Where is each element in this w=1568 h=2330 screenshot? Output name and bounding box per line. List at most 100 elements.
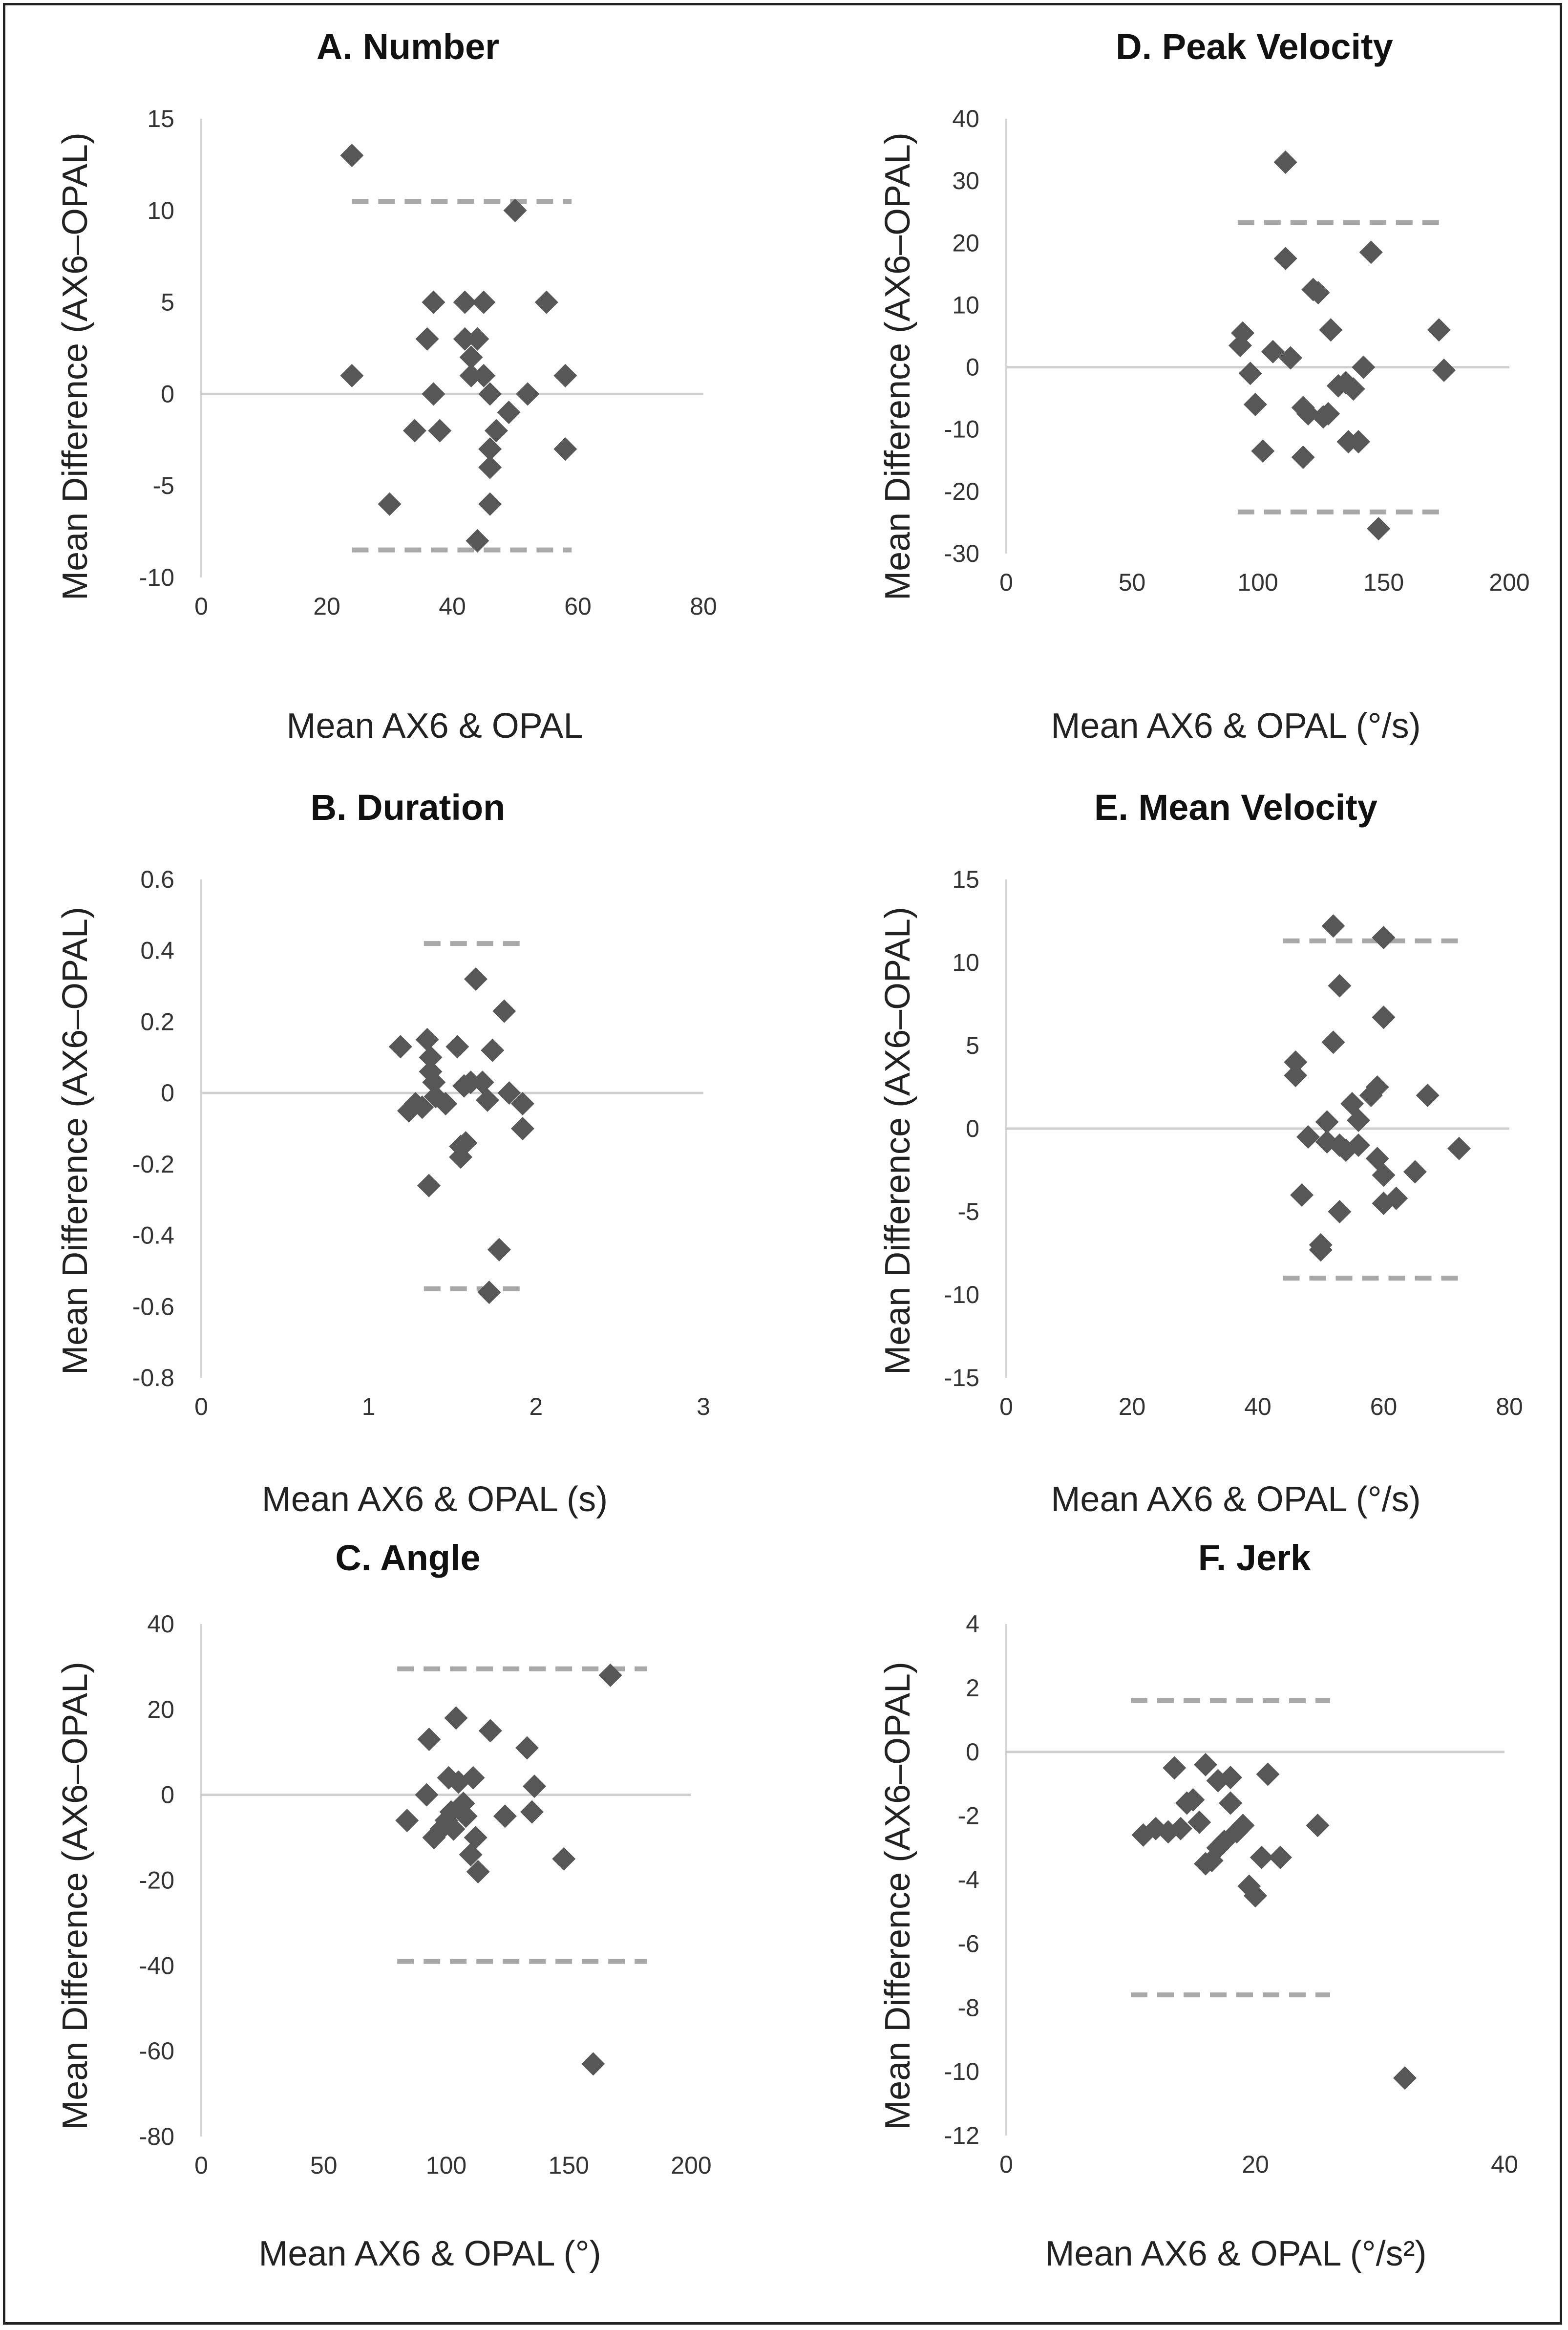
panel-a-data-point xyxy=(503,198,527,222)
panel-a-y-tick-label: 5 xyxy=(161,289,174,316)
panel-b-ylabel: Mean Difference (AX6–OPAL) xyxy=(56,907,95,1375)
panel-b-y-tick-label: -0.4 xyxy=(132,1222,174,1249)
panel-e-y-tick-label: -15 xyxy=(944,1364,979,1391)
panel-f-data-point xyxy=(1219,1791,1242,1815)
panel-a-data-point xyxy=(472,290,496,314)
panel-c-data-point xyxy=(442,1817,466,1841)
panel-d-data-point xyxy=(1238,362,1262,385)
panel-e-data-point xyxy=(1416,1084,1440,1107)
panel-a-y-tick-label: -10 xyxy=(139,564,174,591)
panel-c-data-point xyxy=(461,1766,485,1790)
panel-d-data-point xyxy=(1352,355,1376,379)
panel-b-data-point xyxy=(477,1281,501,1304)
panel-b-x-tick-label: 2 xyxy=(529,1393,543,1420)
panel-d-x-tick-label: 100 xyxy=(1237,569,1278,596)
panel-b-x-tick-label: 0 xyxy=(194,1393,208,1420)
panel-c-y-tick-label: -60 xyxy=(139,2037,174,2065)
panel-e-data-point xyxy=(1403,1160,1427,1184)
panel-c-y-tick-label: 0 xyxy=(161,1781,174,1809)
panel-e-data-point xyxy=(1447,1136,1471,1160)
panel-b-data-point xyxy=(510,1092,534,1115)
panel-e-y-tick-label: 0 xyxy=(966,1115,979,1142)
panel-b-data-point xyxy=(422,1070,446,1094)
panel-f-title: F. Jerk xyxy=(1198,1538,1311,1578)
panel-e-data-point xyxy=(1372,926,1396,949)
panel-f-x-tick-label: 20 xyxy=(1242,2151,1269,2178)
panel-b-data-point xyxy=(445,1035,469,1059)
panel-f-data-point xyxy=(1256,1762,1280,1786)
panel-d-y-tick-label: -30 xyxy=(944,540,979,567)
panel-c-data-point xyxy=(464,1826,487,1850)
panel-f-data-point xyxy=(1250,1845,1273,1869)
panel-d-data-point xyxy=(1243,392,1267,416)
panel-e-data-point xyxy=(1347,1133,1370,1157)
panel-d-y-tick-label: 0 xyxy=(966,354,979,381)
panel-e-data-point xyxy=(1309,1233,1333,1257)
panel-c-data-point xyxy=(552,1847,576,1871)
panel-d-xlabel: Mean AX6 & OPAL (°/s) xyxy=(1051,706,1420,746)
panel-d-data-point xyxy=(1316,402,1340,426)
panel-e-data-point xyxy=(1290,1183,1314,1207)
panel-d-data-point xyxy=(1296,402,1320,426)
panel-b-title: B. Duration xyxy=(311,787,506,828)
panel-d-data-point xyxy=(1261,340,1285,363)
panel-f-y-tick-label: -8 xyxy=(958,1994,979,2021)
panel-a-data-point xyxy=(422,382,445,406)
panel-f-xlabel: Mean AX6 & OPAL (°/s²) xyxy=(1045,2234,1426,2273)
panel-b-data-point xyxy=(410,1095,434,1119)
panel-f-y-tick-label: 0 xyxy=(966,1738,979,1766)
panel-d-x-tick-label: 0 xyxy=(999,569,1013,596)
panel-b-x-tick-label: 3 xyxy=(697,1393,710,1420)
panel-c-data-point xyxy=(444,1706,468,1730)
panel-f-y-tick-label: 4 xyxy=(966,1610,979,1638)
panel-a-data-point xyxy=(459,345,483,369)
panel-c-y-tick-label: 40 xyxy=(147,1610,174,1638)
panel-d-y-tick-label: 40 xyxy=(952,105,979,132)
panel-d-data-point xyxy=(1367,517,1391,541)
panel-b-data-point xyxy=(470,1070,494,1094)
panel-c-y-tick-label: 20 xyxy=(147,1696,174,1723)
panel-b-y-tick-label: -0.2 xyxy=(132,1151,174,1178)
panel-f-data-point xyxy=(1269,1845,1292,1869)
panel-e-x-tick-label: 80 xyxy=(1496,1393,1523,1420)
panel-a-data-point xyxy=(453,290,477,314)
panel-a-data-point xyxy=(340,363,364,387)
panel-c-y-tick-label: -80 xyxy=(139,2123,174,2150)
panel-d-y-tick-label: 30 xyxy=(952,167,979,194)
panel-d-x-tick-label: 50 xyxy=(1119,569,1146,596)
panel-d-data-point xyxy=(1306,281,1330,304)
panel-b-data-point xyxy=(475,1088,499,1112)
panel-e-plot: 15 10 5 0 -5 -10 -15 0 20 40 60 80 xyxy=(944,866,1523,1420)
panel-a-data-point xyxy=(459,363,483,387)
panel-a-y-tick-label: 0 xyxy=(161,380,174,407)
panel-f-data-point xyxy=(1393,2066,1417,2090)
panel-a-data-point xyxy=(478,492,502,516)
panel-f: F. Jerk 420-2-4-6-8-10-120 20 40 Mean AX6 … xyxy=(878,1538,1518,2273)
panel-b-y-tick-label: 0 xyxy=(161,1079,174,1107)
panel-a-data-point xyxy=(478,455,502,479)
panel-f-data-point xyxy=(1306,1814,1330,1838)
panel-a-data-point xyxy=(472,363,496,387)
panel-a-y-tick-label: -5 xyxy=(153,472,174,499)
panel-d-y-tick-label: -20 xyxy=(944,478,979,505)
panel-c-data-point xyxy=(454,1804,478,1828)
panel-c-ylabel: Mean Difference (AX6–OPAL) xyxy=(56,1662,95,2130)
panel-e-data-point xyxy=(1284,1064,1308,1088)
panel-f-x-tick-label: 40 xyxy=(1491,2151,1518,2178)
panel-c-y-tick-label: -20 xyxy=(139,1867,174,1894)
panel-d-title: D. Peak Velocity xyxy=(1116,26,1393,67)
panel-a-x-tick-label: 80 xyxy=(690,593,717,620)
panel-b-y-tick-label: -0.6 xyxy=(132,1293,174,1320)
panel-a-data-point xyxy=(497,400,521,424)
panel-d-y-tick-label: 20 xyxy=(952,229,979,257)
panel-a-data-point xyxy=(553,437,577,461)
panel-f-data-point xyxy=(1219,1766,1242,1790)
panel-c-title: C. Angle xyxy=(335,1538,480,1578)
panel-e-title: E. Mean Velocity xyxy=(1094,787,1377,828)
panel-c-data-point xyxy=(395,1809,419,1833)
panel-e-data-point xyxy=(1372,1163,1396,1187)
panel-e-data-point xyxy=(1347,1109,1370,1132)
panel-e-data-point xyxy=(1372,1005,1396,1029)
panel-f-data-point xyxy=(1231,1814,1255,1838)
panel-f-y-tick-label: -4 xyxy=(958,1866,979,1894)
